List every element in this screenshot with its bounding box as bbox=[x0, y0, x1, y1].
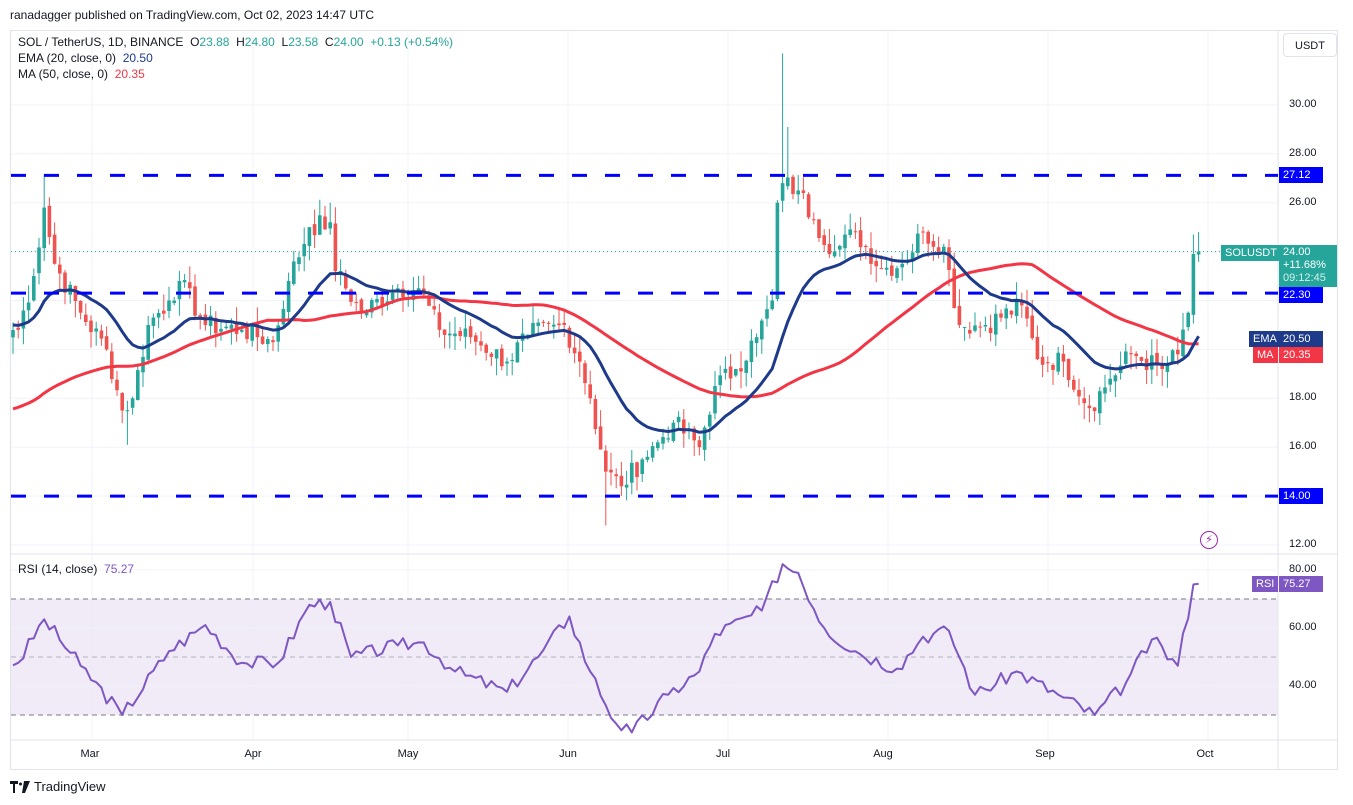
ma-legend[interactable]: MA (50, close, 0) 20.35 bbox=[18, 67, 145, 81]
level-tag-14: 14.00 bbox=[1279, 488, 1323, 504]
brand-name: TradingView bbox=[34, 779, 106, 794]
price-tick: 12.00 bbox=[1289, 538, 1317, 550]
ema-legend[interactable]: EMA (20, close, 0) 20.50 bbox=[18, 51, 153, 65]
level-tag-27: 27.12 bbox=[1279, 167, 1323, 183]
ema-legend-value: 20.50 bbox=[122, 51, 153, 65]
open-value: 23.88 bbox=[199, 35, 230, 49]
rsi-tick: 40.00 bbox=[1289, 679, 1317, 691]
bar-countdown: 09:12:45 bbox=[1283, 272, 1326, 284]
price-tick: 30.00 bbox=[1289, 98, 1317, 110]
month-label: Mar bbox=[80, 748, 100, 760]
month-label: May bbox=[397, 748, 419, 760]
month-label: Sep bbox=[1035, 748, 1055, 760]
high-value: 24.80 bbox=[244, 35, 275, 49]
tradingview-logo-icon bbox=[10, 780, 30, 793]
last-price: 24.00 bbox=[1283, 246, 1311, 258]
last-price-tag: 24.00 +11.68% 09:12:45 bbox=[1279, 245, 1337, 287]
price-tick: 16.00 bbox=[1289, 440, 1317, 452]
low-value: 23.58 bbox=[288, 35, 319, 49]
rsi-tag-value: 75.27 bbox=[1279, 576, 1323, 592]
level-tag-22: 22.30 bbox=[1279, 287, 1323, 303]
month-label: Oct bbox=[1196, 748, 1214, 760]
ma-tag-value: 20.35 bbox=[1279, 347, 1323, 363]
rsi-tag-label: RSI bbox=[1252, 576, 1279, 592]
month-label: Aug bbox=[873, 748, 893, 760]
currency-button[interactable]: USDT bbox=[1283, 33, 1337, 57]
symbol-tag: SOLUSDT bbox=[1221, 245, 1281, 261]
rsi-legend[interactable]: RSI (14, close) 75.27 bbox=[18, 562, 135, 576]
ma-legend-value: 20.35 bbox=[114, 67, 145, 81]
publisher-line: ranadagger published on TradingView.com,… bbox=[10, 8, 375, 22]
price-tick: 28.00 bbox=[1289, 147, 1317, 159]
symbol-name: SOL / TetherUS, 1D, BINANCE bbox=[18, 35, 184, 49]
ema-tag-value: 20.50 bbox=[1279, 331, 1323, 347]
change-value: +0.13 (+0.54%) bbox=[370, 35, 453, 49]
month-label: Jun bbox=[559, 748, 577, 760]
lightning-icon[interactable]: ⚡ bbox=[1200, 531, 1218, 549]
rsi-tick: 60.00 bbox=[1289, 621, 1317, 633]
month-label: Jul bbox=[715, 748, 731, 760]
tradingview-logo[interactable]: TradingView bbox=[10, 779, 106, 794]
price-tick: 18.00 bbox=[1289, 391, 1317, 403]
ema-tag-label: EMA bbox=[1249, 331, 1281, 347]
rsi-tick: 80.00 bbox=[1289, 563, 1317, 575]
price-tick: 26.00 bbox=[1289, 196, 1317, 208]
chart-frame bbox=[10, 30, 1338, 770]
close-value: 24.00 bbox=[333, 35, 364, 49]
rsi-legend-value: 75.27 bbox=[104, 562, 135, 576]
symbol-legend: SOL / TetherUS, 1D, BINANCE O23.88 H24.8… bbox=[18, 35, 453, 49]
ma-tag-label: MA bbox=[1253, 347, 1278, 363]
last-change: +11.68% bbox=[1283, 259, 1326, 271]
month-label: Apr bbox=[244, 748, 262, 760]
